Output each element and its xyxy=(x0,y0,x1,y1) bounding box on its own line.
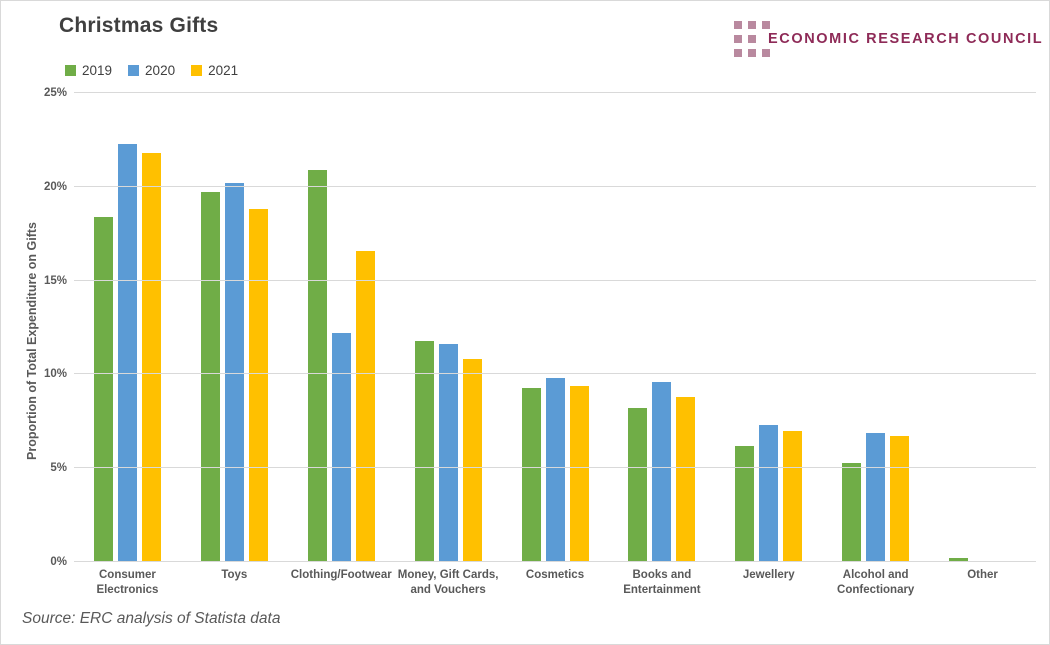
logo-square-icon xyxy=(734,49,742,57)
bar-2021 xyxy=(462,359,482,562)
y-axis-title: Proportion of Total Expenditure on Gifts xyxy=(25,222,39,460)
bar-group xyxy=(502,93,609,562)
source-note: Source: ERC analysis of Statista data xyxy=(22,610,281,627)
x-axis-labels: Consumer Electronics Toys Clothing/Footwea… xyxy=(74,568,1036,598)
bar-group xyxy=(822,93,929,562)
bar-2019 xyxy=(949,558,969,562)
bar-group xyxy=(395,93,502,562)
legend-swatch-icon xyxy=(191,65,203,76)
bar-2020 xyxy=(866,432,886,562)
bar-2021 xyxy=(248,209,268,562)
logo-square-icon xyxy=(734,35,742,43)
bar-2020 xyxy=(331,333,351,562)
gridline xyxy=(74,279,1036,281)
logo-square-icon xyxy=(748,49,756,57)
x-category-label: Consumer Electronics xyxy=(96,569,159,596)
bar-2019 xyxy=(93,216,113,562)
legend-label: 2020 xyxy=(145,63,176,78)
bar-2021 xyxy=(355,250,375,562)
bar-groups xyxy=(74,93,1036,562)
x-category-label: Clothing/Footwear xyxy=(290,569,392,581)
y-tick-label: 25% xyxy=(43,87,67,99)
x-category-label: Other xyxy=(967,569,998,581)
gridline xyxy=(74,92,1036,93)
gridline xyxy=(74,185,1036,187)
logo-row xyxy=(734,49,1043,57)
bar-2019 xyxy=(307,169,327,562)
bar-2019 xyxy=(200,192,220,562)
logo-wordmark: ECONOMIC RESEARCH COUNCIL xyxy=(768,31,1044,47)
bar-2021 xyxy=(676,396,696,562)
bar-2021 xyxy=(569,385,589,562)
gridline xyxy=(74,561,1036,562)
x-category-label: Books and Entertainment xyxy=(623,569,701,596)
bar-2021 xyxy=(890,436,910,562)
bar-2019 xyxy=(521,387,541,562)
bar-group xyxy=(74,93,181,562)
legend-label: 2019 xyxy=(82,63,113,78)
bar-2020 xyxy=(652,381,672,562)
legend-label: 2021 xyxy=(208,63,239,78)
x-category-label: Money, Gift Cards, and Vouchers xyxy=(397,569,499,596)
bar-2019 xyxy=(842,462,862,562)
legend-item-2019: 2019 xyxy=(65,63,112,78)
logo-square-icon xyxy=(748,21,756,29)
bar-2019 xyxy=(735,445,755,562)
logo-square-icon xyxy=(748,35,756,43)
bar-2021 xyxy=(141,153,161,562)
bar-2019 xyxy=(628,408,648,562)
bar-group xyxy=(715,93,822,562)
logo-row: ECONOMIC RESEARCH COUNCIL xyxy=(734,31,1044,47)
y-tick-label: 15% xyxy=(43,274,67,287)
chart-title: Christmas Gifts xyxy=(59,14,219,37)
gridline xyxy=(74,467,1036,469)
plot-area: 0% 5% 10% 15% 20% 25% xyxy=(44,87,1036,568)
x-category-label: Alcohol and Confectionary xyxy=(837,569,915,596)
chart-legend: 2019 2020 2021 xyxy=(65,63,238,78)
y-tick-label: 0% xyxy=(50,556,67,568)
gridline xyxy=(74,373,1036,375)
bar-2019 xyxy=(414,340,434,562)
logo-square-icon xyxy=(734,21,742,29)
legend-swatch-icon xyxy=(65,65,76,76)
bar-2020 xyxy=(545,378,565,562)
logo-row xyxy=(734,21,1043,29)
logo-square-icon xyxy=(762,21,770,29)
y-tick-label: 5% xyxy=(50,462,67,475)
legend-swatch-icon xyxy=(128,65,140,76)
bar-group xyxy=(181,93,288,562)
bar-2020 xyxy=(117,143,137,562)
y-tick-label: 10% xyxy=(43,368,67,381)
bar-2020 xyxy=(759,425,779,562)
bar-2020 xyxy=(438,344,458,562)
x-category-label: Jewellery xyxy=(742,569,795,581)
legend-item-2020: 2020 xyxy=(128,63,175,78)
bar-group xyxy=(929,93,1036,562)
x-category-label: Cosmetics xyxy=(525,569,585,581)
bar-group xyxy=(288,93,395,562)
erc-logo: ECONOMIC RESEARCH COUNCIL xyxy=(734,21,1043,63)
bar-group xyxy=(608,93,715,562)
y-tick-label: 20% xyxy=(43,180,67,193)
logo-square-icon xyxy=(762,49,770,57)
x-category-label: Toys xyxy=(221,569,248,581)
bar-2021 xyxy=(783,430,803,562)
legend-item-2021: 2021 xyxy=(191,63,238,78)
